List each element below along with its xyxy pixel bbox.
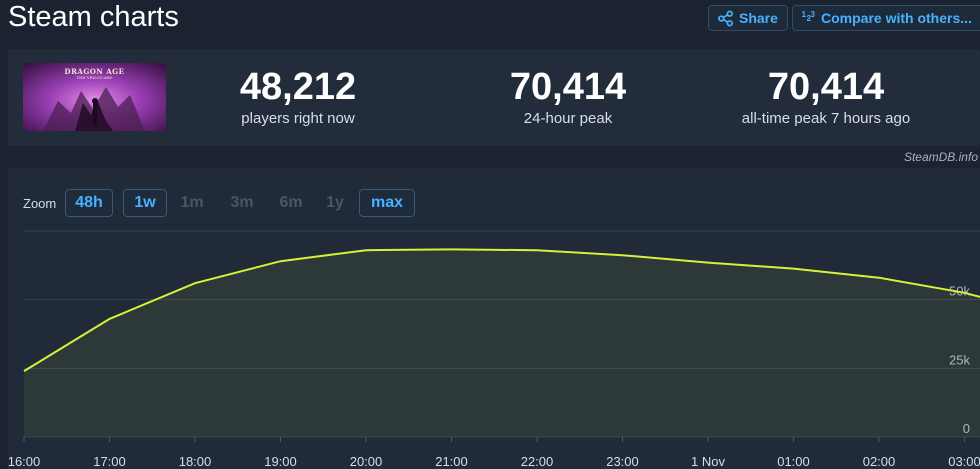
svg-text:3: 3 — [811, 10, 816, 19]
series-area — [24, 249, 980, 437]
cover-subtitle: THE VEILGUARD — [76, 75, 113, 80]
x-tick-label: 02:00 — [863, 454, 896, 469]
zoom-6m-button[interactable]: 6m — [279, 194, 303, 211]
y-tick-label: 0 — [963, 421, 970, 436]
stat-label: all-time peak 7 hours ago — [741, 110, 911, 127]
share-label: Share — [739, 10, 778, 26]
series-line — [23, 248, 980, 372]
stat-all-time-peak: 70,414 all-time peak 7 hours ago — [726, 65, 926, 127]
stat-players-now: 48,212 players right now — [208, 65, 388, 127]
x-tick-label: 16:00 — [8, 454, 41, 469]
x-tick-label: 23:00 — [606, 454, 639, 469]
x-tick-label: 03:00 — [948, 454, 980, 469]
zoom-3m-button[interactable]: 3m — [230, 194, 254, 211]
x-tick-label: 22:00 — [521, 454, 554, 469]
page-title: Steam charts — [8, 1, 179, 33]
numbers-icon: 1 2 3 — [802, 10, 816, 23]
svg-text:2: 2 — [807, 14, 812, 23]
compare-button[interactable]: 1 2 3 Compare with others... — [792, 5, 980, 31]
game-cover-image[interactable]: DRAGON AGE THE VEILGUARD — [23, 63, 166, 131]
zoom-1y-button[interactable]: 1y — [326, 194, 344, 211]
stat-value: 70,414 — [767, 66, 885, 108]
stats-panel: DRAGON AGE THE VEILGUARD 48,212 players … — [8, 49, 980, 146]
chart-panel: Zoom 48h 1w 1m 3m 6m 1y max — [8, 168, 980, 469]
x-tick-label: 19:00 — [264, 454, 297, 469]
zoom-label: Zoom — [23, 196, 57, 211]
x-tick-label: 18:00 — [179, 454, 212, 469]
zoom-48h-button[interactable]: 48h — [65, 189, 113, 217]
share-button[interactable]: Share — [708, 5, 788, 31]
x-tick-label: 1 Nov — [691, 454, 725, 469]
stat-value: 48,212 — [239, 66, 357, 108]
zoom-max-button[interactable]: max — [359, 189, 415, 217]
share-icon — [718, 10, 733, 26]
svg-text:1: 1 — [802, 10, 807, 19]
stat-label: players right now — [241, 110, 355, 127]
stat-label: 24-hour peak — [523, 110, 613, 127]
x-tick-label: 20:00 — [350, 454, 383, 469]
compare-label: Compare with others... — [821, 10, 972, 26]
steamdb-credit[interactable]: SteamDB.info — [903, 150, 978, 164]
x-tick-label: 01:00 — [777, 454, 810, 469]
y-tick-label: 25k — [949, 352, 970, 367]
x-tick-label: 21:00 — [435, 454, 468, 469]
stat-24h-peak: 70,414 24-hour peak — [478, 65, 658, 127]
zoom-1m-button[interactable]: 1m — [180, 194, 204, 211]
cover-title: DRAGON AGE — [64, 67, 125, 76]
zoom-1w-button[interactable]: 1w — [123, 189, 167, 217]
stat-value: 70,414 — [509, 66, 627, 108]
x-tick-label: 17:00 — [93, 454, 126, 469]
